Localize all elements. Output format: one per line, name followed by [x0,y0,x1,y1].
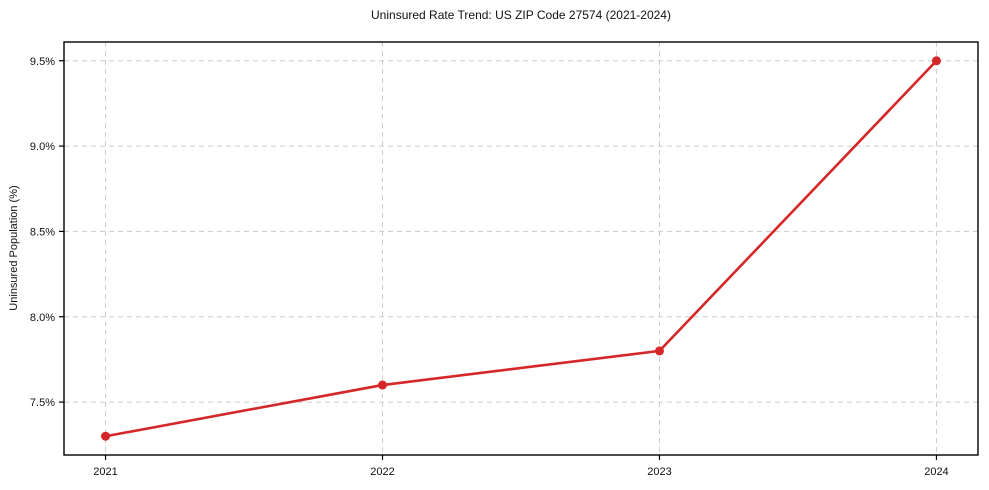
plot-border [63,41,979,456]
y-tick-label: 8.0% [30,312,55,324]
tick-layer: 7.5% 8.0% 8.5% 9.0% 9.5% 2021 2022 2023 2024 [30,56,949,478]
data-line [104,59,938,438]
y-tick-label: 9.5% [30,56,55,68]
x-tick-label: 2022 [370,466,394,478]
y-tick-label: 9.0% [30,141,55,153]
y-tick-label: 7.5% [30,397,55,409]
axes-layer [63,41,979,456]
x-tick-label: 2024 [924,466,948,478]
y-tick-label: 8.5% [30,226,55,238]
grid-layer [64,42,978,455]
data-point-marker [101,431,111,441]
x-tick-label: 2021 [93,466,117,478]
plot-layer [101,56,941,441]
data-point-marker [931,56,941,66]
data-point-marker [654,346,664,356]
chart-title: Uninsured Rate Trend: US ZIP Code 27574 … [371,8,671,22]
data-point-marker [378,380,388,390]
x-tick-label: 2023 [647,466,671,478]
